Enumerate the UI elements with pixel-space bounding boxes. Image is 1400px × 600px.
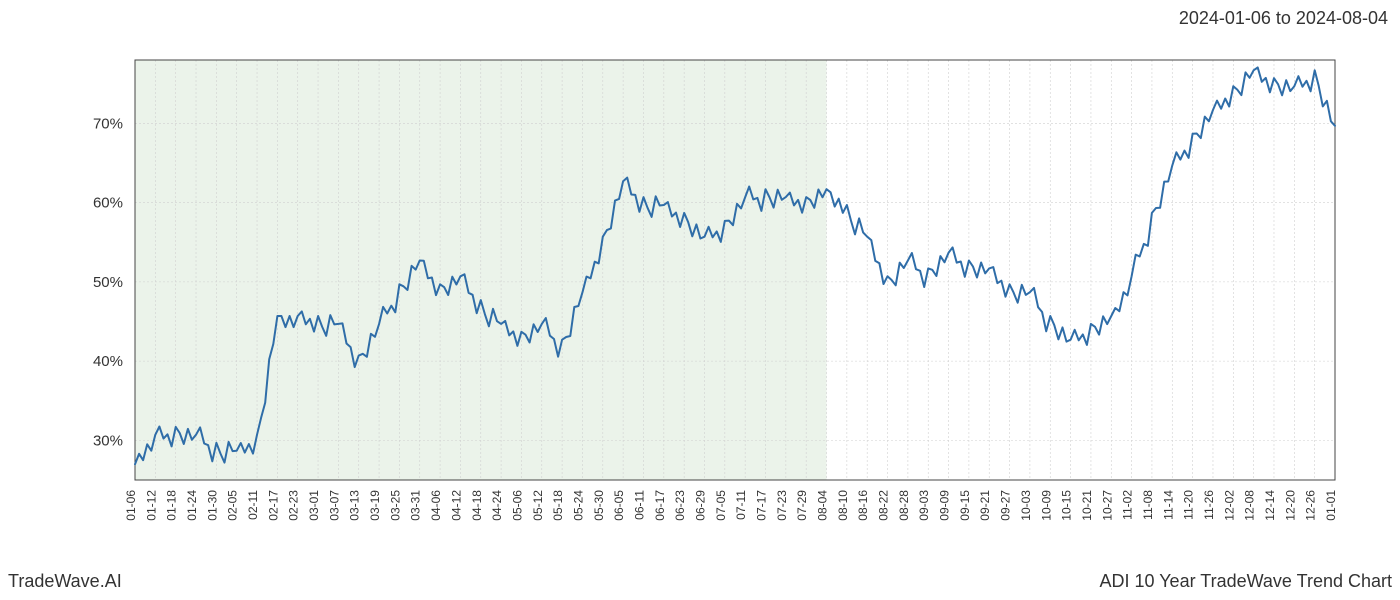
x-tick-label: 05-18 xyxy=(551,490,565,521)
x-tick-label: 06-17 xyxy=(653,490,667,521)
x-tick-label: 02-11 xyxy=(246,490,260,520)
x-tick-label: 04-06 xyxy=(429,490,443,521)
chart-svg: 30% 40% 50% 60% 70% 01-06 01-12 01-18 01-24 01-30… xyxy=(0,40,1400,560)
x-tick-label: 01-24 xyxy=(185,490,199,521)
x-tick-label: 04-18 xyxy=(470,490,484,521)
x-tick-label: 07-05 xyxy=(714,490,728,521)
y-tick-label: 40% xyxy=(93,353,123,370)
x-tick-label: 08-04 xyxy=(816,490,830,521)
x-tick-label: 09-09 xyxy=(938,490,952,521)
x-tick-label: 10-15 xyxy=(1060,490,1074,521)
x-tick-label: 03-13 xyxy=(348,490,362,521)
x-tick-label: 04-24 xyxy=(490,490,504,521)
x-tick-label: 10-03 xyxy=(1019,490,1033,521)
x-tick-label: 05-24 xyxy=(571,490,585,521)
x-tick-label: 01-12 xyxy=(144,490,158,521)
x-tick-label: 11-08 xyxy=(1141,490,1155,520)
y-tick-label: 60% xyxy=(93,195,123,212)
x-tick-label: 12-26 xyxy=(1304,490,1318,521)
x-tick-label: 06-05 xyxy=(612,490,626,521)
x-tick-label: 08-28 xyxy=(897,490,911,521)
x-tick-label: 02-23 xyxy=(287,490,301,521)
x-tick-label: 12-08 xyxy=(1243,490,1257,521)
x-tick-label: 04-12 xyxy=(449,490,463,521)
trend-chart: 30% 40% 50% 60% 70% 01-06 01-12 01-18 01-24 01-30… xyxy=(0,40,1400,560)
header-date-range: 2024-01-06 to 2024-08-04 xyxy=(1179,8,1388,29)
x-tick-label: 05-06 xyxy=(510,490,524,521)
x-tick-label: 10-21 xyxy=(1080,490,1094,521)
x-tick-label: 03-19 xyxy=(368,490,382,521)
x-tick-label: 09-27 xyxy=(999,490,1013,521)
x-tick-label: 08-16 xyxy=(856,490,870,521)
x-tick-label: 07-29 xyxy=(795,490,809,521)
x-tick-label: 02-05 xyxy=(226,490,240,521)
x-tick-label: 06-29 xyxy=(693,490,707,521)
x-tick-label: 11-14 xyxy=(1161,490,1175,520)
x-tick-label: 12-02 xyxy=(1222,490,1236,521)
x-tick-label: 11-02 xyxy=(1121,490,1135,520)
x-tick-label: 01-30 xyxy=(205,490,219,521)
x-tick-label: 07-11 xyxy=(734,490,748,520)
x-tick-label: 05-30 xyxy=(592,490,606,521)
y-tick-label: 30% xyxy=(93,432,123,449)
x-tick-label: 01-01 xyxy=(1324,490,1338,521)
y-tick-label: 70% xyxy=(93,115,123,132)
x-tick-label: 12-14 xyxy=(1263,490,1277,521)
x-tick-label: 03-25 xyxy=(388,490,402,521)
y-tick-label: 50% xyxy=(93,274,123,291)
x-tick-label: 09-21 xyxy=(978,490,992,521)
x-tick-label: 02-17 xyxy=(266,490,280,521)
x-tick-label: 03-31 xyxy=(409,490,423,521)
x-tick-label: 11-26 xyxy=(1202,490,1216,520)
x-tick-label: 07-23 xyxy=(775,490,789,521)
x-tick-label: 11-20 xyxy=(1182,490,1196,520)
x-tick-label: 08-10 xyxy=(836,490,850,521)
x-tick-label: 01-18 xyxy=(165,490,179,521)
footer-brand: TradeWave.AI xyxy=(8,571,122,592)
x-tick-label: 12-20 xyxy=(1283,490,1297,521)
x-tick-label: 09-03 xyxy=(917,490,931,521)
x-tick-label: 07-17 xyxy=(755,490,769,521)
x-tick-label: 03-01 xyxy=(307,490,321,521)
x-tick-label: 06-11 xyxy=(632,490,646,520)
x-tick-label: 08-22 xyxy=(877,490,891,521)
x-tick-label: 01-06 xyxy=(124,490,138,521)
x-tick-label: 09-15 xyxy=(958,490,972,521)
x-tick-label: 06-23 xyxy=(673,490,687,521)
footer-title: ADI 10 Year TradeWave Trend Chart xyxy=(1100,571,1393,592)
x-tick-label: 05-12 xyxy=(531,490,545,521)
x-tick-label: 10-27 xyxy=(1100,490,1114,521)
x-tick-label: 03-07 xyxy=(327,490,341,521)
x-tick-label: 10-09 xyxy=(1039,490,1053,521)
